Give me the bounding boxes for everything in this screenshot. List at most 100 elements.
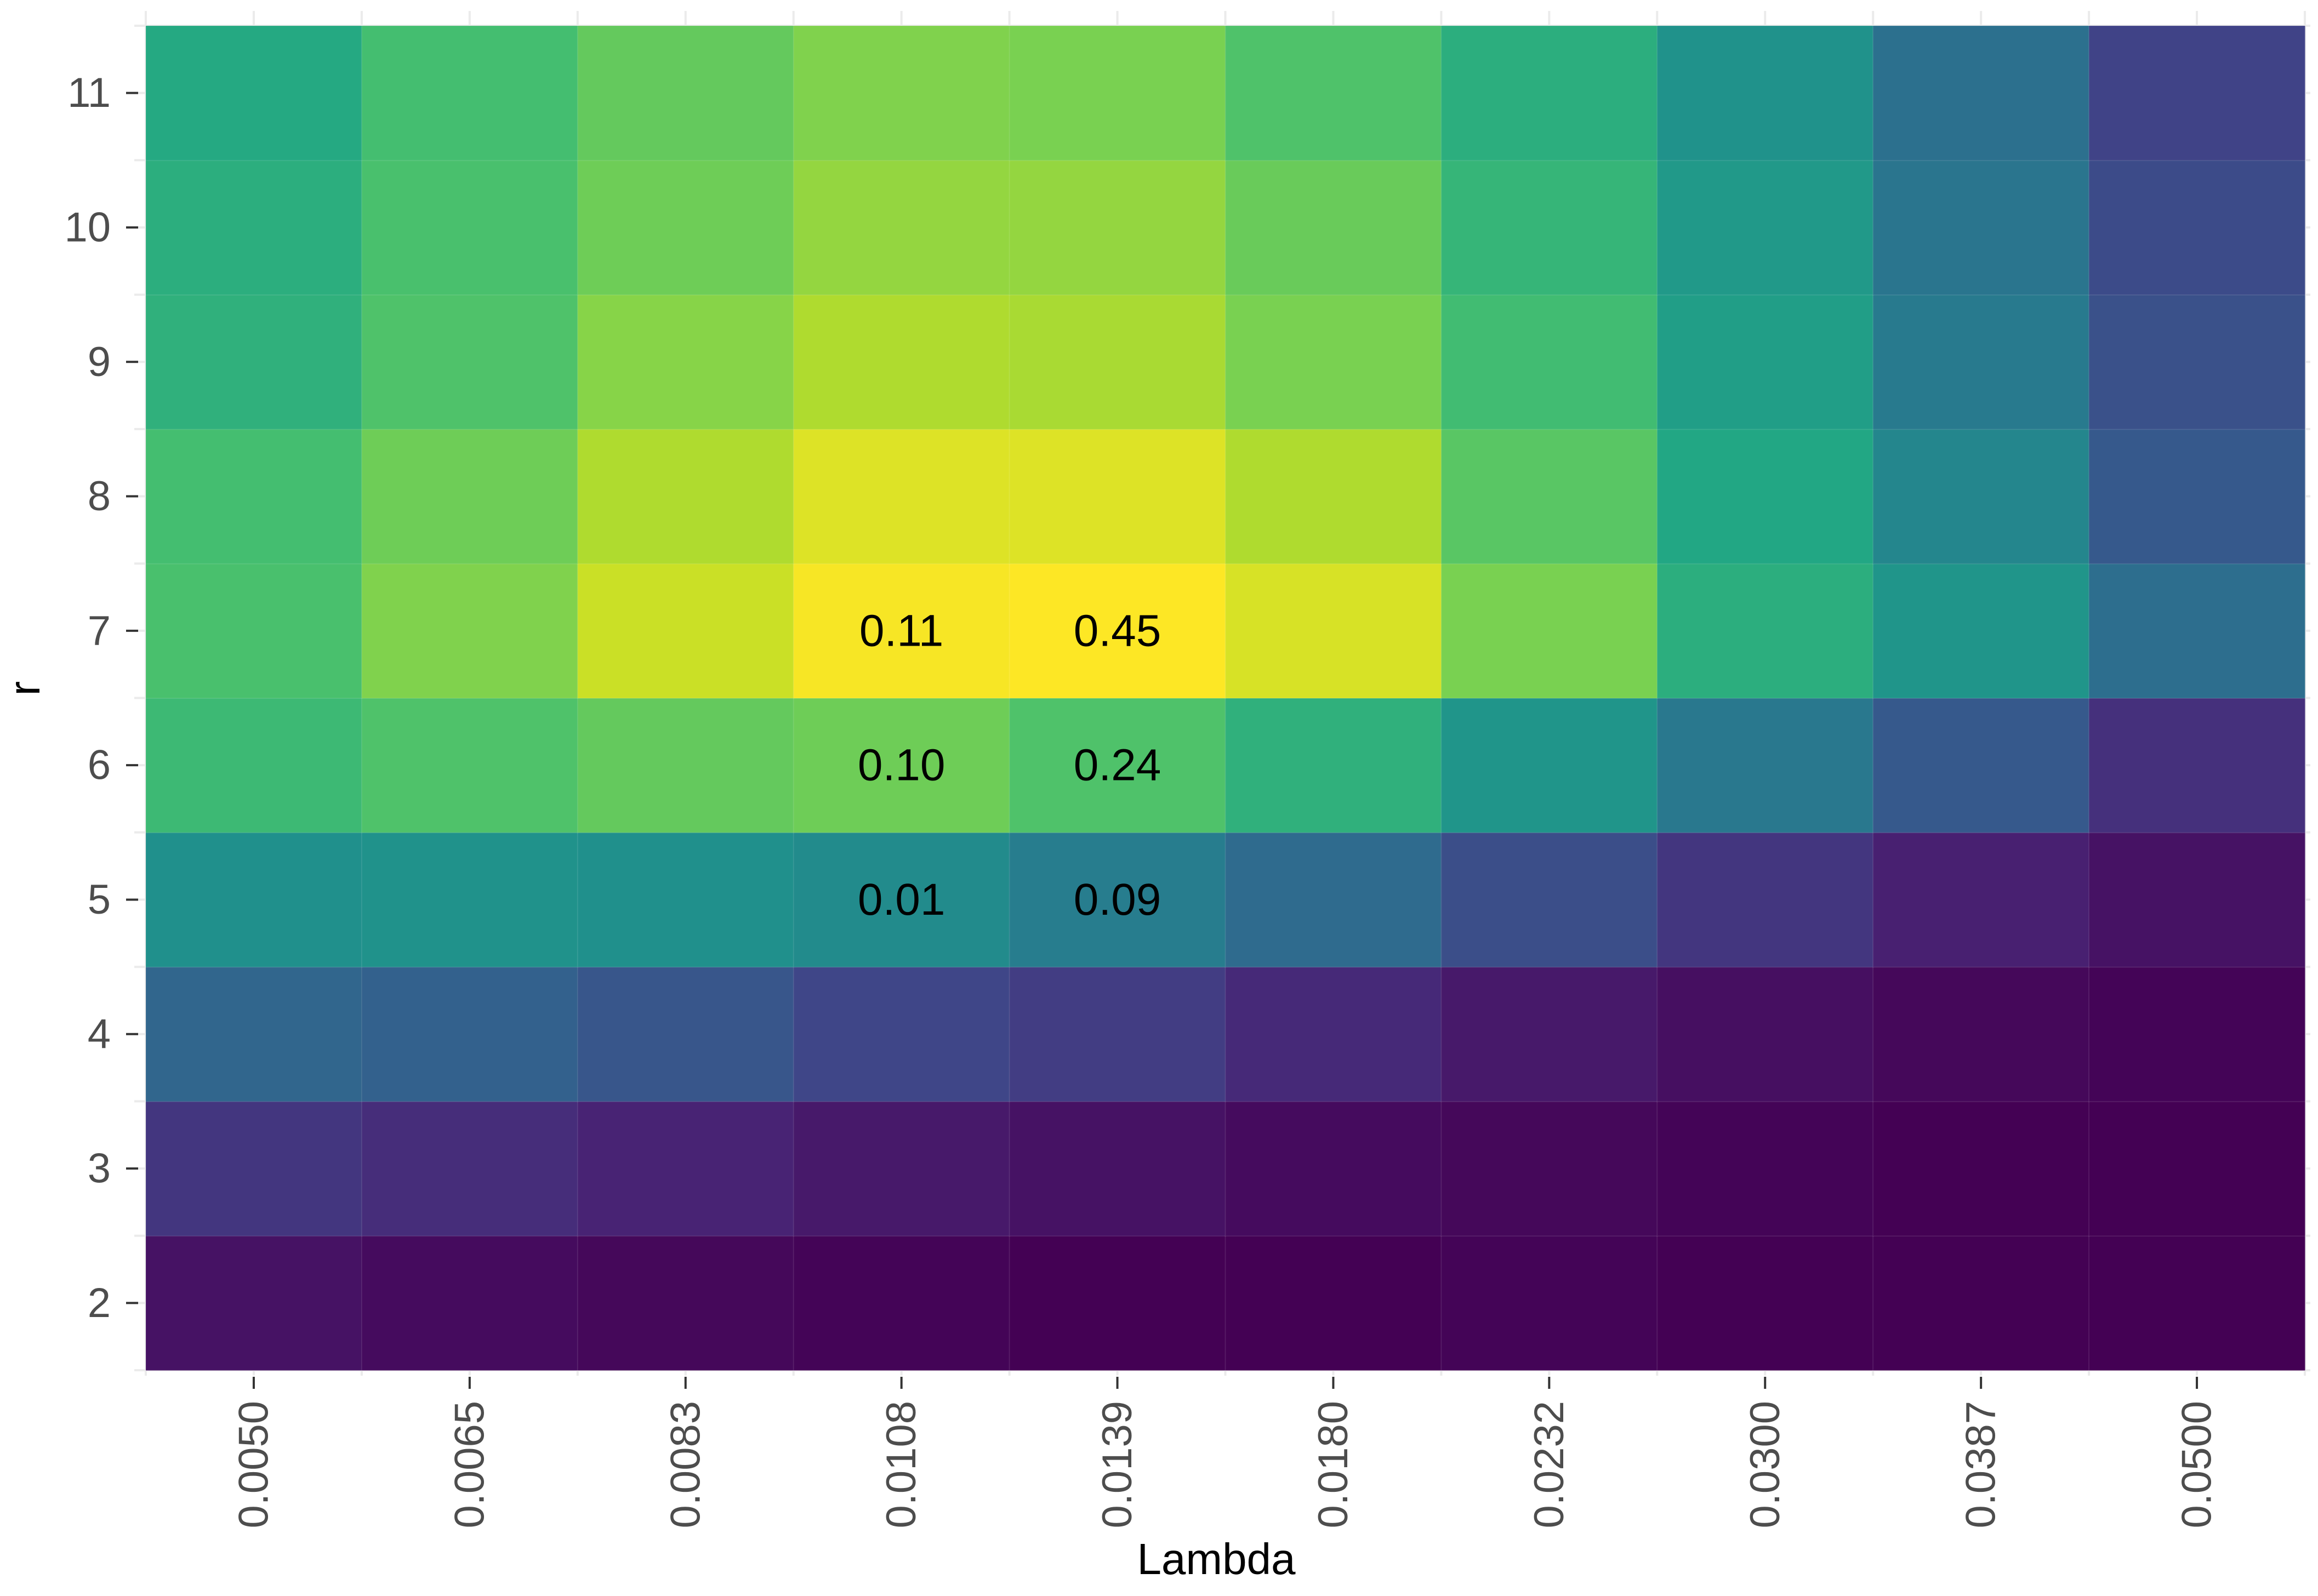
y-tick-label: 2 xyxy=(88,1280,111,1326)
heatmap-tiles xyxy=(145,25,2306,1371)
heatmap-cell xyxy=(1009,25,1226,161)
heatmap-cell xyxy=(1656,25,1874,161)
heatmap-cell xyxy=(577,159,795,296)
cell-annotation: 0.45 xyxy=(1074,606,1161,656)
heatmap-cell xyxy=(145,294,363,430)
heatmap-cell xyxy=(1225,159,1442,296)
x-axis-ticks: 0.0050 0.0065 0.0083 0.0108 0.0139 0.0180 0.02… xyxy=(230,1377,2220,1528)
heatmap-cell xyxy=(145,159,363,296)
cell-annotation: 0.01 xyxy=(858,875,946,925)
heatmap-cell xyxy=(1656,831,1874,968)
y-tick-label: 3 xyxy=(88,1145,111,1192)
y-axis-title: r xyxy=(0,681,49,696)
heatmap-cell xyxy=(1440,1101,1658,1237)
heatmap-cell xyxy=(2088,159,2306,296)
heatmap-cell xyxy=(1656,294,1874,430)
heatmap-cell xyxy=(1872,428,2090,565)
heatmap-cell xyxy=(577,966,795,1102)
heatmap-cell xyxy=(361,966,579,1102)
heatmap-cell xyxy=(1440,831,1658,968)
heatmap-cell xyxy=(1440,428,1658,565)
x-tick-label: 0.0139 xyxy=(1094,1401,1141,1528)
heatmap-cell xyxy=(1009,294,1226,430)
x-tick-label: 0.0300 xyxy=(1742,1401,1789,1528)
y-tick-label: 10 xyxy=(64,204,111,250)
heatmap-cell xyxy=(1009,428,1226,565)
heatmap-cell xyxy=(361,563,579,699)
heatmap-cell xyxy=(1656,428,1874,565)
x-tick-label: 0.0387 xyxy=(1958,1401,2004,1528)
heatmap-cell xyxy=(145,428,363,565)
heatmap-cell xyxy=(361,159,579,296)
heatmap-cell xyxy=(793,831,1011,968)
heatmap-cell xyxy=(361,831,579,968)
cell-annotation: 0.10 xyxy=(858,740,946,790)
heatmap-cell xyxy=(1656,966,1874,1102)
heatmap-cell xyxy=(1225,25,1442,161)
heatmap-cell xyxy=(1440,697,1658,834)
heatmap-cell xyxy=(145,1235,363,1371)
cell-annotation: 0.09 xyxy=(1074,875,1161,925)
heatmap-cell xyxy=(361,294,579,430)
heatmap-cell xyxy=(1656,697,1874,834)
heatmap-cell xyxy=(1009,563,1226,699)
heatmap-cell xyxy=(145,966,363,1102)
heatmap-cell xyxy=(1225,428,1442,565)
heatmap-cell xyxy=(577,563,795,699)
x-tick-label: 0.0500 xyxy=(2174,1401,2220,1528)
heatmap-cell xyxy=(2088,1235,2306,1371)
y-tick-label: 9 xyxy=(88,339,111,385)
heatmap-cell xyxy=(1440,294,1658,430)
cell-annotation: 0.11 xyxy=(859,606,944,656)
heatmap-cell xyxy=(2088,428,2306,565)
heatmap-cell xyxy=(793,25,1011,161)
heatmap-cell xyxy=(1440,966,1658,1102)
heatmap-cell xyxy=(1872,563,2090,699)
heatmap-cell xyxy=(1225,1235,1442,1371)
heatmap-cell xyxy=(1872,294,2090,430)
heatmap-cell xyxy=(145,697,363,834)
y-tick-label: 8 xyxy=(88,473,111,520)
y-tick-label: 5 xyxy=(88,876,111,923)
heatmap-cell xyxy=(1009,1101,1226,1237)
heatmap-cell xyxy=(1872,159,2090,296)
heatmap-cell xyxy=(577,831,795,968)
heatmap-cell xyxy=(145,1101,363,1237)
heatmap-cell xyxy=(2088,294,2306,430)
heatmap-cell xyxy=(361,1101,579,1237)
heatmap-cell xyxy=(1872,1235,2090,1371)
heatmap-cell xyxy=(1009,697,1226,834)
x-tick-label: 0.0050 xyxy=(230,1401,277,1528)
heatmap-cell xyxy=(793,1235,1011,1371)
heatmap-cell xyxy=(1440,25,1658,161)
heatmap-cell xyxy=(1872,25,2090,161)
heatmap-cell xyxy=(577,25,795,161)
heatmap-cell xyxy=(1656,1101,1874,1237)
heatmap-cell xyxy=(1225,831,1442,968)
y-axis-ticks: 2 3 4 5 6 7 8 9 10 11 xyxy=(64,70,138,1326)
heatmap-cell xyxy=(361,697,579,834)
y-tick-label: 6 xyxy=(88,742,111,789)
heatmap-cell xyxy=(2088,25,2306,161)
x-tick-label: 0.0232 xyxy=(1526,1401,1573,1528)
heatmap-cell xyxy=(2088,966,2306,1102)
heatmap-cell xyxy=(1656,563,1874,699)
heatmap-cell xyxy=(577,697,795,834)
heatmap-cell xyxy=(1225,294,1442,430)
heatmap-cell xyxy=(793,697,1011,834)
x-tick-label: 0.0083 xyxy=(662,1401,709,1528)
heatmap-cell xyxy=(1225,563,1442,699)
heatmap-cell xyxy=(2088,697,2306,834)
heatmap-cell xyxy=(1440,159,1658,296)
heatmap-cell xyxy=(1872,697,2090,834)
heatmap-cell xyxy=(1009,1235,1226,1371)
heatmap-cell xyxy=(1009,159,1226,296)
heatmap-cell xyxy=(793,294,1011,430)
heatmap-cell xyxy=(793,1101,1011,1237)
heatmap-cell xyxy=(793,428,1011,565)
heatmap-cell xyxy=(1009,831,1226,968)
x-tick-label: 0.0108 xyxy=(878,1401,925,1528)
x-axis-title: Lambda xyxy=(1137,1535,1296,1583)
heatmap-cell xyxy=(577,1101,795,1237)
